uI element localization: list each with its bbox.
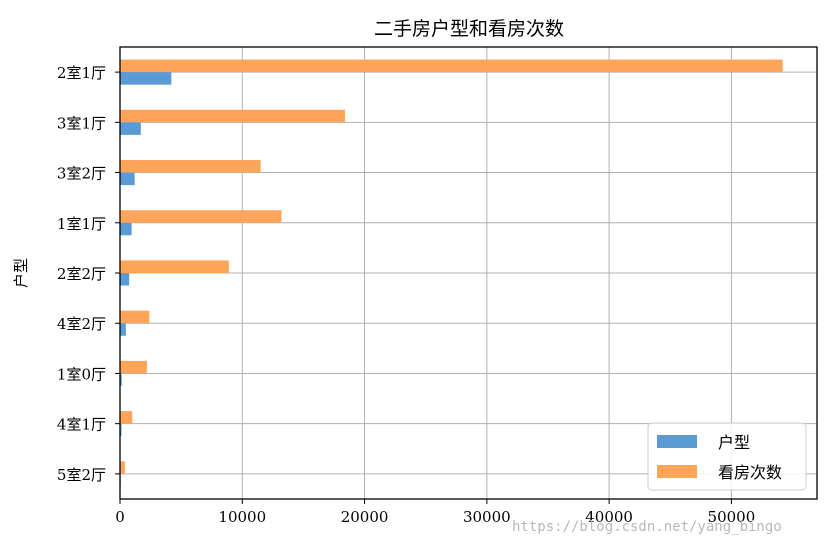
bar-viewings — [120, 461, 125, 474]
y-tick-label: 2室2厅 — [57, 265, 106, 283]
bar-layout-count — [120, 273, 130, 286]
x-tick-label: 0 — [115, 508, 125, 526]
bar-layout-count — [120, 172, 135, 186]
bar-viewings — [120, 260, 229, 273]
bar-viewings — [120, 109, 345, 123]
bar-viewings — [120, 59, 783, 73]
x-tick-label: 30000 — [463, 508, 511, 526]
legend-label: 户型 — [718, 433, 750, 452]
chart-title: 二手房户型和看房次数 — [374, 18, 564, 40]
bar-viewings — [120, 310, 150, 324]
x-tick-label: 50000 — [708, 508, 756, 526]
legend-swatch — [657, 465, 697, 478]
bars-layer — [120, 59, 783, 487]
y-tick-label: 2室1厅 — [57, 64, 106, 82]
bar-layout-count — [120, 373, 122, 386]
y-tick-label: 5室2厅 — [57, 466, 106, 484]
bar-viewings — [120, 360, 147, 374]
bar-layout-count — [120, 72, 172, 85]
x-tick-label: 20000 — [341, 508, 389, 526]
y-tick-label: 1室0厅 — [57, 365, 106, 383]
x-tick-label: 10000 — [218, 508, 266, 526]
legend-label: 看房次数 — [718, 463, 782, 482]
legend-swatch — [657, 435, 697, 448]
y-axis-label: 户型 — [12, 258, 30, 288]
y-tick-label: 4室1厅 — [57, 416, 106, 434]
watermark: https://blog.csdn.net/yang_bingo — [512, 519, 782, 535]
bar-layout-count — [120, 222, 132, 236]
y-tick-label: 1室1厅 — [57, 215, 106, 233]
bar-layout-count — [120, 122, 141, 135]
x-tick-label: 40000 — [585, 508, 633, 526]
bar-layout-count — [120, 323, 126, 336]
bar-viewings — [120, 210, 282, 223]
y-tick-label: 3室2厅 — [57, 165, 106, 183]
y-tick-label: 4室2厅 — [57, 315, 106, 333]
bar-viewings — [120, 160, 261, 173]
y-tick-label: 3室1厅 — [57, 114, 106, 132]
bar-viewings — [120, 411, 133, 424]
bar-layout-count — [120, 423, 122, 437]
ticks-layer: 0 10000 20000 30000 40000 50000 2室1厅 3室1厅 3室2厅 1室… — [57, 64, 755, 526]
